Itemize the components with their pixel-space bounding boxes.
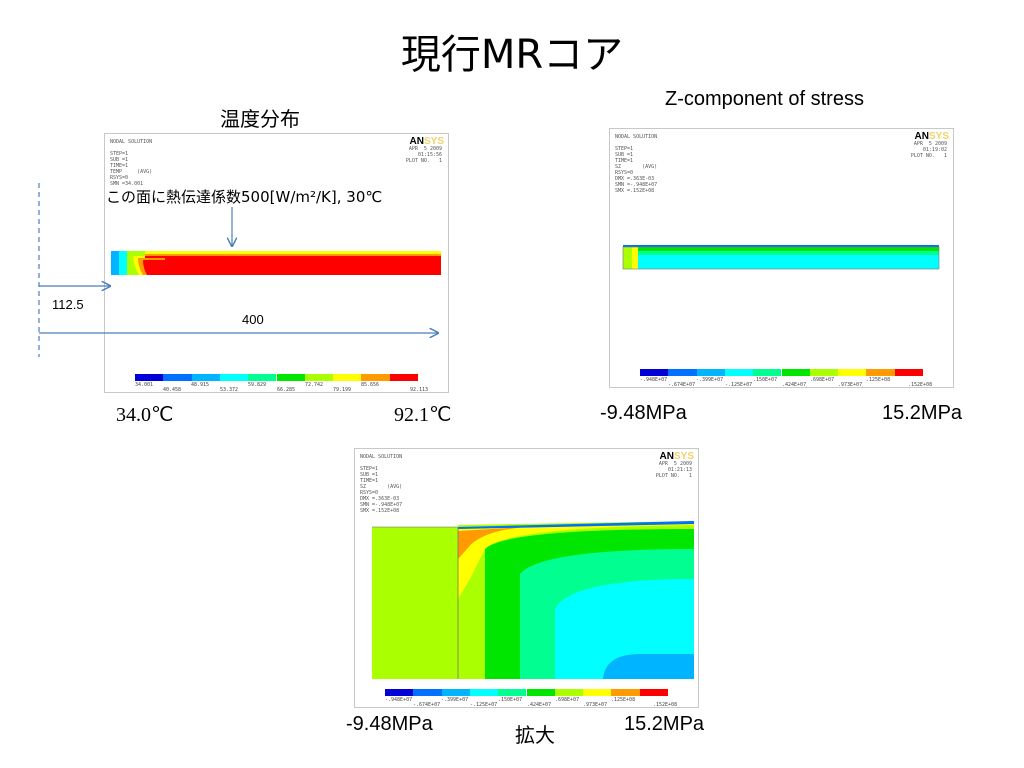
temperature-plot: NODAL SOLUTION STEP=1 SUB =1 TIME=1 TEMP… xyxy=(104,133,449,393)
zoom-legend-value: -.399E+07 xyxy=(441,697,469,703)
temperature-legend-value: 34.001 xyxy=(135,382,154,388)
zoom-stress-max-label: 15.2MPa xyxy=(624,713,705,735)
temperature-legend-value: 48.915 xyxy=(191,382,210,388)
ansys-logo: ANSYS xyxy=(409,136,444,147)
stress-legend-value: .152E+08 xyxy=(908,382,933,388)
stress-legend-value: .424E+07 xyxy=(782,382,807,388)
zoom-colorbar xyxy=(385,689,668,696)
zoom-legend-value: -.125E+07 xyxy=(470,702,498,708)
stress-contour xyxy=(622,245,940,270)
temperature-legend-value: 92.113 xyxy=(410,387,429,393)
length-dimension: 400 xyxy=(242,312,264,327)
stress-min-label: -9.48MPa xyxy=(600,402,687,424)
stress-legend-value: -.948E+07 xyxy=(640,377,668,383)
temperature-legend-value: 85.656 xyxy=(361,382,380,388)
zoom-legend-value: .150E+07 xyxy=(498,697,523,703)
slide-title: 現行MRコア xyxy=(400,32,624,78)
temperature-contour xyxy=(111,251,441,275)
temperature-legend-value: 79.199 xyxy=(333,387,352,393)
temperature-colorbar xyxy=(135,374,418,381)
zoom-plot-date: APR 5 2009 01:21:13 PLOT NO. 1 xyxy=(655,461,692,479)
temperature-max-label: 92.1℃ xyxy=(394,404,452,426)
stress-max-label: 15.2MPa xyxy=(882,402,963,424)
stress-plot-header: NODAL SOLUTION STEP=1 SUB =1 TIME=1 SZ (… xyxy=(615,134,658,194)
temperature-legend-value: 40.458 xyxy=(163,387,182,393)
zoom-legend-value: -.674E+07 xyxy=(413,702,441,708)
ansys-logo: ANSYS xyxy=(914,131,949,142)
temperature-label: 温度分布 xyxy=(220,107,300,131)
stress-colorbar xyxy=(640,369,923,376)
radius-dimension: 112.5 xyxy=(52,297,84,312)
stress-legend-value: -.399E+07 xyxy=(696,377,724,383)
zoom-legend-value: -.948E+07 xyxy=(385,697,413,703)
stress-legend-value: .150E+07 xyxy=(753,377,778,383)
stress-legend-value: .125E+08 xyxy=(866,377,891,383)
stress-legend-value: -.674E+07 xyxy=(668,382,696,388)
temperature-legend-value: 59.829 xyxy=(248,382,267,388)
temperature-plot-date: APR 5 2009 01:15:56 PLOT NO. 1 xyxy=(405,146,442,164)
zoom-legend-value: .125E+08 xyxy=(611,697,636,703)
zoom-legend-value: .698E+07 xyxy=(555,697,580,703)
ansys-logo: ANSYS xyxy=(659,451,694,462)
stress-plot-date: APR 5 2009 01:19:02 PLOT NO. 1 xyxy=(910,141,947,159)
temperature-legend-value: 66.285 xyxy=(277,387,296,393)
zoom-plot-header: NODAL SOLUTION STEP=1 SUB =1 TIME=1 SZ (… xyxy=(360,454,403,514)
stress-label: Z-component of stress xyxy=(665,88,864,110)
stress-legend-value: -.125E+07 xyxy=(725,382,753,388)
zoom-label: 拡大 xyxy=(515,723,555,747)
zoomed-stress-plot: NODAL SOLUTION STEP=1 SUB =1 TIME=1 SZ (… xyxy=(354,448,699,708)
zoom-legend-value: .152E+08 xyxy=(653,702,678,708)
stress-plot: NODAL SOLUTION STEP=1 SUB =1 TIME=1 SZ (… xyxy=(609,128,954,388)
boundary-condition-note: この面に熱伝達係数500[W/m²/K], 30℃ xyxy=(106,186,383,207)
temperature-min-label: 34.0℃ xyxy=(116,404,174,426)
stress-legend-value: .973E+07 xyxy=(838,382,863,388)
zoom-stress-min-label: -9.48MPa xyxy=(346,713,433,735)
dimension-annotations xyxy=(38,183,460,357)
temperature-legend-value: 53.372 xyxy=(220,387,239,393)
stress-legend-value: .698E+07 xyxy=(810,377,835,383)
temperature-legend-value: 72.742 xyxy=(305,382,324,388)
zoomed-stress-contour xyxy=(372,521,694,679)
zoom-legend-value: .973E+07 xyxy=(583,702,608,708)
zoom-legend-value: .424E+07 xyxy=(527,702,552,708)
